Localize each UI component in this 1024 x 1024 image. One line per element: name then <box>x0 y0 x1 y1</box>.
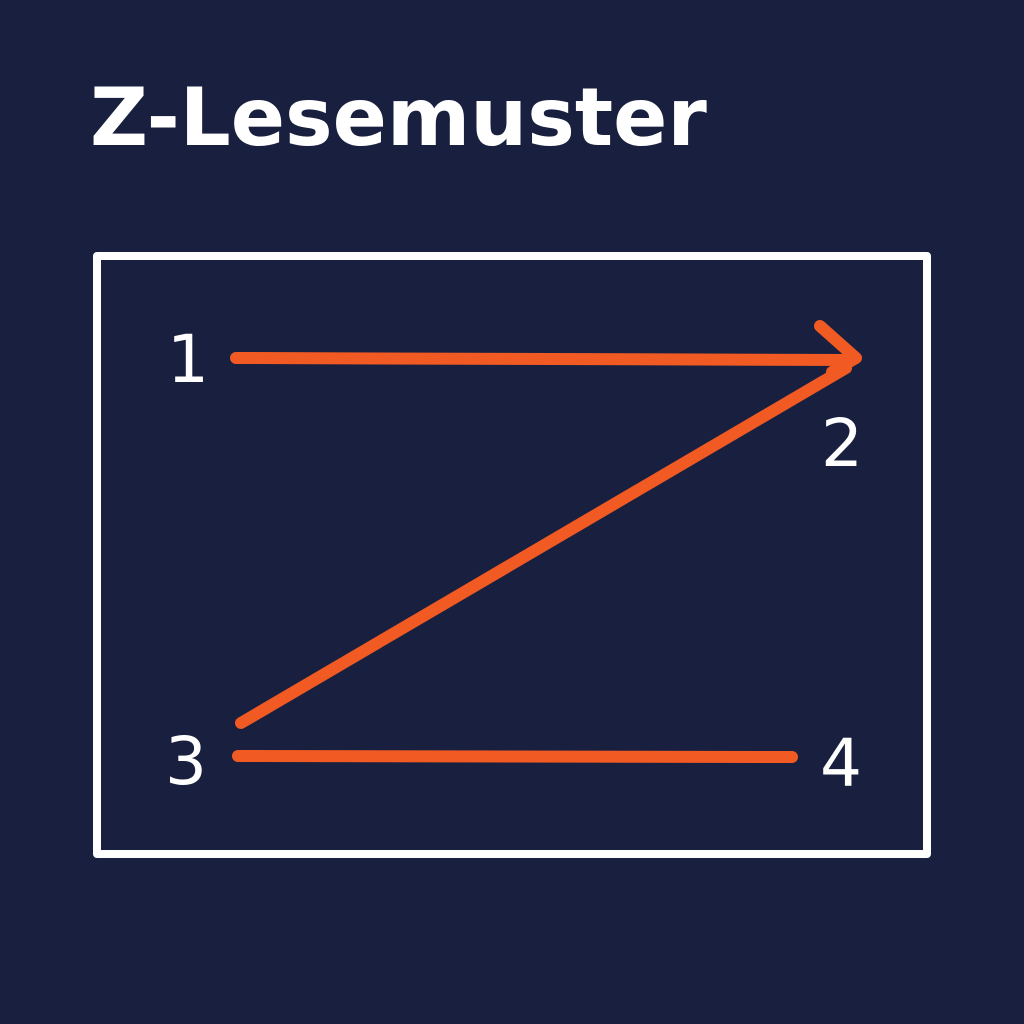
step-4-number: 4 <box>820 725 862 802</box>
z-path <box>230 320 862 763</box>
top-stroke <box>230 352 858 366</box>
page-frame <box>93 252 931 858</box>
diagram-title: Z-Lesemuster <box>90 71 707 164</box>
diagonal-stroke <box>235 362 852 729</box>
step-1-number: 1 <box>167 321 209 398</box>
step-2-number: 2 <box>821 405 863 482</box>
step-3-number: 3 <box>165 723 207 800</box>
bottom-stroke <box>232 750 798 763</box>
